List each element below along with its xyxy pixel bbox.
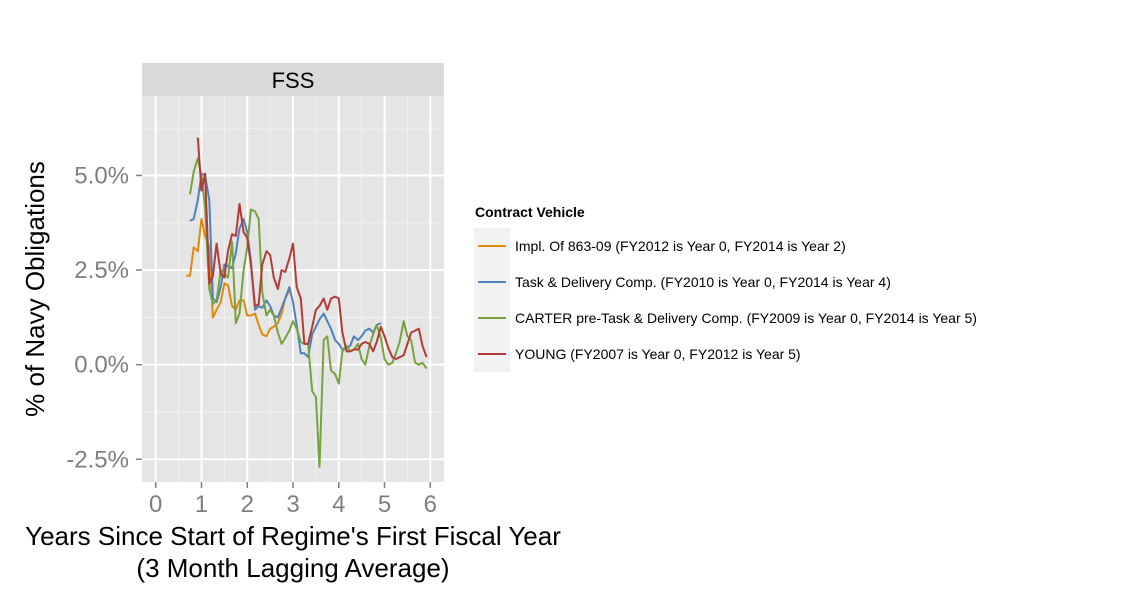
y-axis-title: % of Navy Obligations: [20, 161, 50, 417]
y-tick-label: 5.0%: [74, 162, 129, 189]
x-axis-title: Years Since Start of Regime's First Fisc…: [25, 521, 561, 551]
x-axis: 0 1 2 3 4 5 6: [149, 482, 437, 518]
series-layer: [186, 137, 428, 468]
legend: Contract Vehicle Impl. Of 863-09 (FY2012…: [474, 204, 977, 372]
x-tick-label: 0: [149, 491, 162, 518]
series-line-1: [186, 218, 291, 338]
y-tick-label: 2.5%: [74, 257, 129, 284]
series-line-4: [196, 137, 428, 360]
y-axis: -2.5% 0.0% 2.5% 5.0%: [66, 162, 142, 473]
x-tick-label: 2: [241, 491, 254, 518]
x-tick-label: 1: [195, 491, 208, 518]
x-tick-label: 6: [424, 491, 437, 518]
legend-title: Contract Vehicle: [475, 204, 585, 220]
legend-label: Task & Delivery Comp. (FY2010 is Year 0,…: [515, 274, 891, 290]
y-tick-label: 0.0%: [74, 352, 129, 379]
series-line-2: [189, 172, 382, 359]
legend-label: CARTER pre-Task & Delivery Comp. (FY2009…: [515, 310, 977, 326]
y-tick-label: -2.5%: [66, 446, 129, 473]
x-tick-label: 5: [378, 491, 391, 518]
x-tick-label: 4: [332, 491, 345, 518]
legend-label: YOUNG (FY2007 is Year 0, FY2012 is Year …: [515, 346, 801, 362]
legend-label: Impl. Of 863-09 (FY2012 is Year 0, FY201…: [515, 238, 846, 254]
panel-title: FSS: [272, 68, 315, 93]
x-tick-label: 3: [286, 491, 299, 518]
x-axis-subtitle: (3 Month Lagging Average): [136, 553, 449, 583]
strip-background: [142, 63, 444, 96]
